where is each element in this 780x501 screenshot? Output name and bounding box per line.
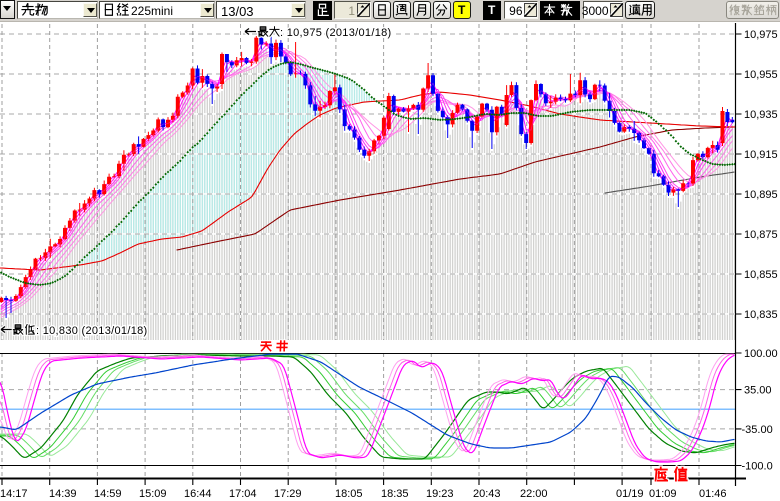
svg-text:225mini: 225mini <box>131 4 173 18</box>
svg-text:14:17: 14:17 <box>0 488 28 500</box>
svg-text:01/19: 01/19 <box>616 488 644 500</box>
svg-text:10,975: 10,975 <box>744 29 778 41</box>
svg-text:14:39: 14:39 <box>49 488 77 500</box>
svg-text:: 10,975 (2013/01/18): : 10,975 (2013/01/18) <box>280 27 392 39</box>
svg-text:17:04: 17:04 <box>229 488 257 500</box>
svg-text:17:29: 17:29 <box>274 488 302 500</box>
svg-text:22:00: 22:00 <box>520 488 548 500</box>
svg-text:10,955: 10,955 <box>744 69 778 81</box>
svg-text:20:43: 20:43 <box>473 488 501 500</box>
svg-text:16:44: 16:44 <box>184 488 212 500</box>
svg-text:14:59: 14:59 <box>94 488 122 500</box>
svg-text:15:09: 15:09 <box>139 488 167 500</box>
svg-text:100.00: 100.00 <box>744 348 778 360</box>
svg-text:19:23: 19:23 <box>426 488 454 500</box>
svg-text:10,855: 10,855 <box>744 269 778 281</box>
svg-text:10,875: 10,875 <box>744 229 778 241</box>
svg-text:10,835: 10,835 <box>744 309 778 321</box>
svg-text:18:05: 18:05 <box>335 488 363 500</box>
svg-text:10,915: 10,915 <box>744 149 778 161</box>
svg-text:: 10,830 (2013/01/18): : 10,830 (2013/01/18) <box>36 325 148 337</box>
svg-text:10,935: 10,935 <box>744 109 778 121</box>
svg-text:18:35: 18:35 <box>381 488 409 500</box>
svg-text:10,895: 10,895 <box>744 189 778 201</box>
svg-text:-35.00: -35.00 <box>742 424 773 436</box>
svg-text:01:46: 01:46 <box>699 488 727 500</box>
svg-text:35.00: 35.00 <box>744 385 772 397</box>
svg-text:-100.0: -100.0 <box>742 461 773 473</box>
svg-text:01:09: 01:09 <box>649 488 677 500</box>
